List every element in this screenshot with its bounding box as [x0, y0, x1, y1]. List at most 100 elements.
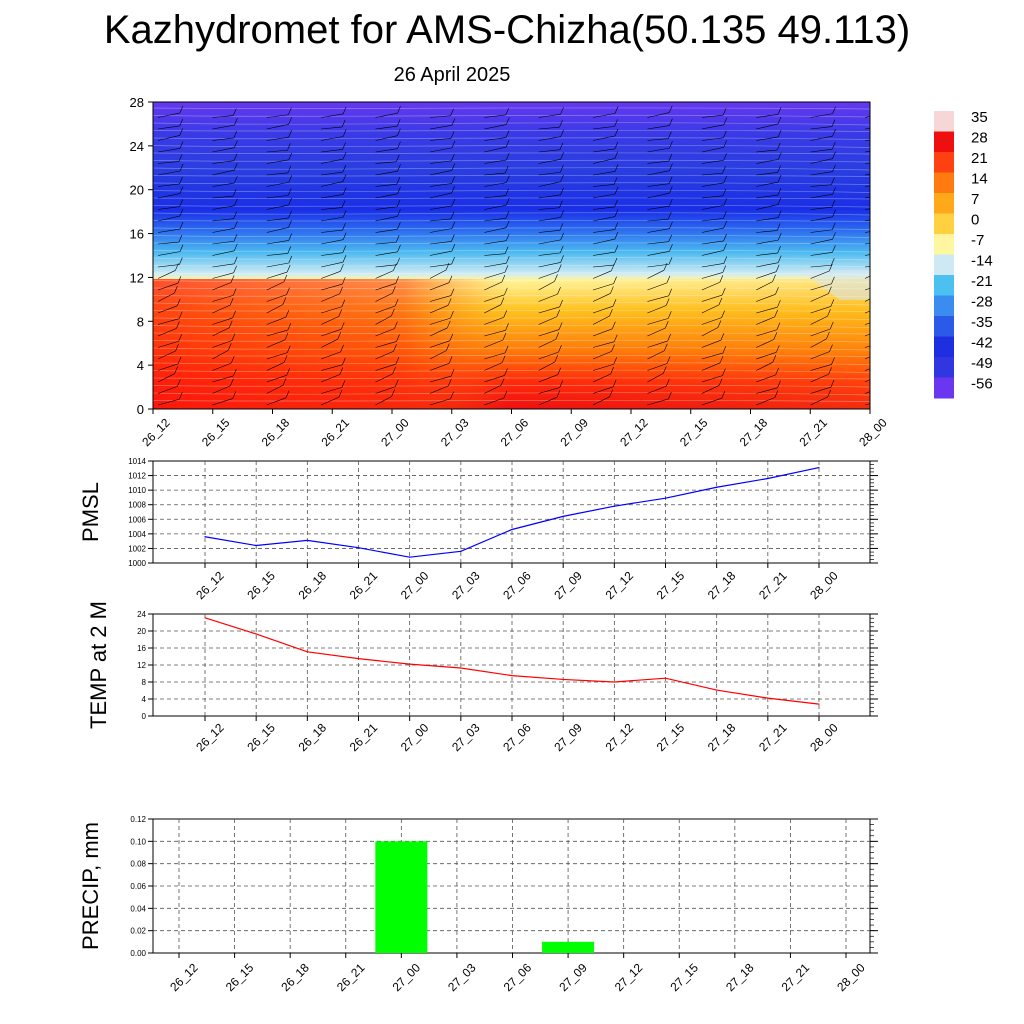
wind-barb	[212, 282, 232, 291]
data-point	[562, 678, 564, 681]
wind-barb	[157, 206, 180, 210]
wind-barb	[212, 147, 235, 153]
wind-barb	[321, 149, 343, 153]
wind-barb	[375, 305, 396, 314]
contour-line	[153, 392, 870, 396]
wind-barb	[429, 340, 450, 348]
wind-barb	[647, 385, 667, 394]
wind-barb-flag	[341, 380, 346, 388]
wind-barb-flag	[828, 263, 833, 272]
wind-barb-flag	[179, 163, 184, 172]
wind-barb	[212, 195, 234, 199]
wind-barb-flag	[450, 288, 455, 296]
wind-barb-flag	[669, 199, 673, 207]
wind-barb	[864, 196, 870, 199]
contour-line	[153, 279, 870, 283]
wind-barb-flag	[614, 231, 619, 240]
heatmap-panel: 0 4 8 12 16 20 24 28 26_12 26_15 26_18 26_21 27_00 27…	[130, 95, 890, 449]
wind-barb	[212, 240, 235, 245]
wind-barb	[864, 173, 870, 176]
wind-barb	[375, 315, 392, 325]
wind-barb-flag	[773, 332, 778, 340]
data-point	[613, 681, 615, 683]
wind-barb-flag	[614, 164, 619, 172]
chart-subtitle: 26 April 2025	[393, 64, 511, 86]
wind-barb	[321, 387, 343, 394]
wind-barb	[864, 298, 870, 302]
contour-line	[153, 302, 870, 306]
y-tick-label: 16	[137, 644, 146, 653]
wind-barb-flag	[723, 140, 728, 148]
wind-barb-flag	[288, 130, 292, 138]
wind-barb	[429, 317, 451, 325]
wind-barb-flag	[339, 367, 344, 375]
wind-barb	[701, 304, 720, 314]
contour-line	[153, 204, 870, 208]
wind-barb	[538, 329, 560, 337]
wind-barb-flag	[559, 200, 563, 208]
wind-barb	[429, 147, 452, 153]
wind-barb-flag	[451, 176, 455, 184]
wind-barb	[538, 387, 560, 394]
wind-barb	[593, 148, 615, 153]
wind-barb-flag	[451, 243, 456, 252]
x-tick-label: 27_09	[551, 720, 585, 754]
wind-barb	[810, 126, 832, 130]
colorbar-swatch	[934, 213, 954, 235]
data-point	[664, 677, 667, 679]
wind-barb	[538, 262, 561, 268]
wind-barb-flag	[446, 320, 451, 329]
wind-barb-flag	[614, 128, 619, 137]
wind-barb-flag	[829, 344, 833, 352]
wind-barb	[647, 112, 670, 118]
y-tick-label: 0.04	[130, 904, 146, 913]
wind-barb-flag	[505, 233, 510, 241]
x-tick-label: 27_21	[756, 568, 790, 602]
wind-barb-flag	[559, 142, 564, 150]
wind-barb-flag	[560, 174, 564, 182]
wind-barb	[864, 391, 870, 394]
precip-bar	[542, 941, 595, 953]
wind-barb-flag	[227, 343, 232, 351]
wind-barb	[484, 217, 507, 222]
wind-barb	[321, 374, 340, 383]
x-tick-label: 26_12	[193, 720, 227, 754]
wind-barb	[701, 172, 723, 176]
wind-barb-flag	[179, 118, 184, 127]
wind-barb	[212, 272, 234, 279]
wind-barb	[266, 137, 289, 141]
wind-barb-flag	[887, 245, 890, 252]
wind-barb-flag	[504, 165, 509, 174]
wind-barb-flag	[669, 163, 673, 171]
wind-barb-flag	[832, 129, 836, 137]
wind-barb	[593, 184, 615, 187]
contour-line	[153, 287, 870, 290]
wind-barb-flag	[560, 165, 564, 173]
wind-barb-flag	[556, 309, 560, 317]
wind-barb	[756, 339, 774, 348]
wind-barb	[756, 181, 779, 187]
wind-barb	[864, 275, 870, 279]
wind-barb	[810, 373, 829, 383]
wind-barb	[593, 113, 616, 118]
contour-line	[153, 257, 870, 261]
wind-barb	[375, 206, 398, 210]
wind-barb-flag	[560, 129, 564, 137]
wind-barb-flag	[397, 222, 401, 230]
wind-barb	[266, 227, 289, 233]
wind-barb-flag	[884, 299, 887, 306]
wind-barb	[375, 283, 396, 291]
wind-barb-flag	[342, 174, 347, 182]
wind-barb-flag	[504, 246, 509, 254]
wind-barb-flag	[286, 287, 290, 295]
wind-barb-flag	[777, 197, 782, 205]
wind-barb-flag	[288, 233, 292, 241]
wind-barb	[810, 239, 833, 245]
wind-barb	[212, 327, 230, 337]
wind-barb-flag	[559, 299, 563, 308]
wind-barb	[864, 379, 870, 383]
wind-barb	[266, 124, 289, 130]
wind-barb	[864, 243, 870, 245]
wind-barb-flag	[559, 245, 564, 253]
wind-barb-flag	[284, 332, 289, 340]
